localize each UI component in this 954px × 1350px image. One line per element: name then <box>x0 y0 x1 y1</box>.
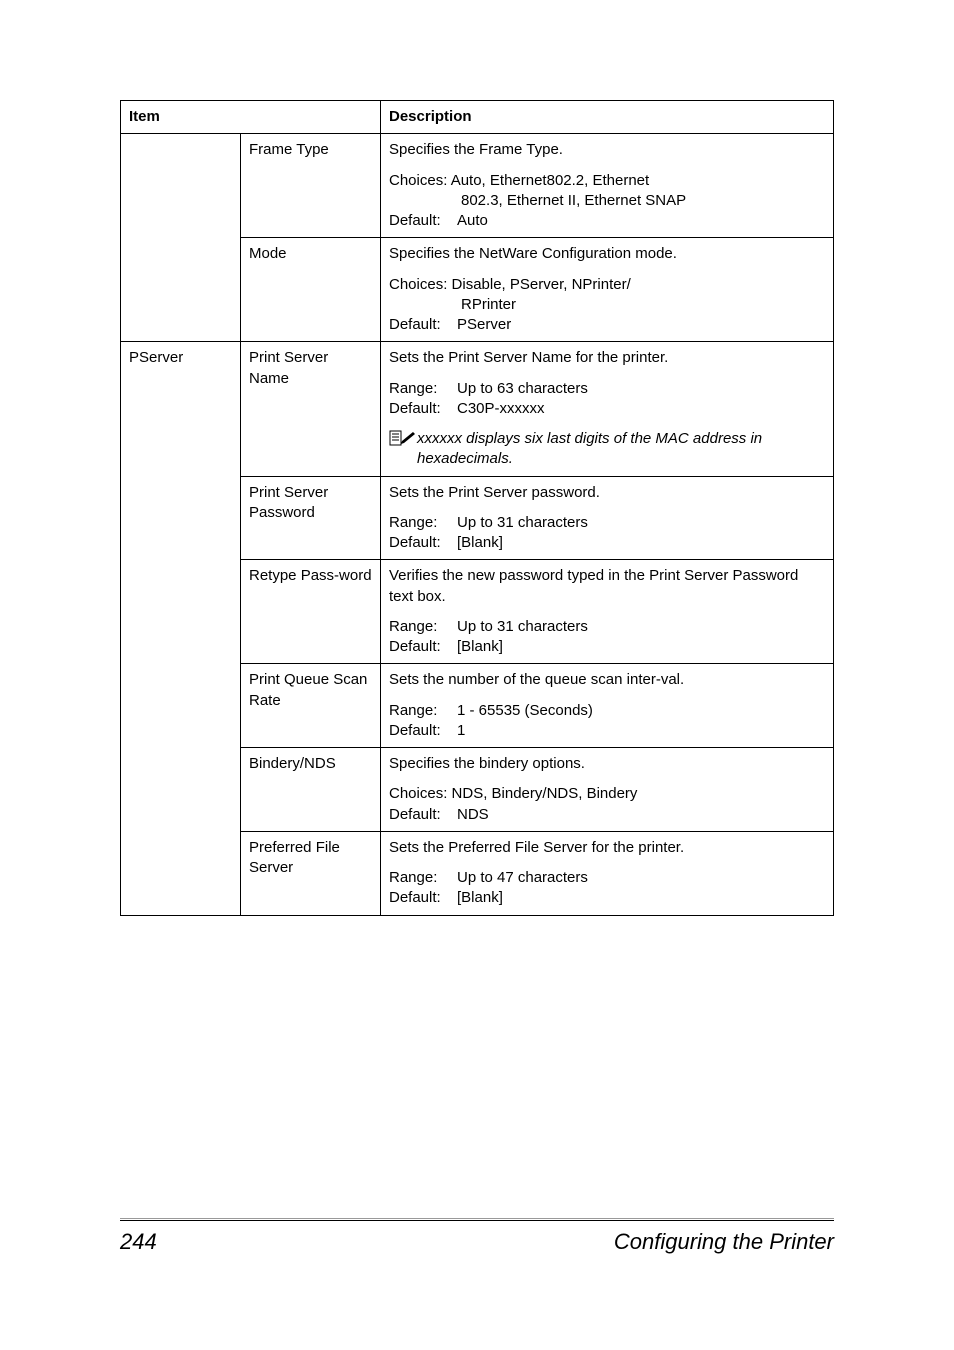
frame-type-choices: Choices: Auto, Ethernet802.2, Ethernet <box>389 171 825 191</box>
retype-password-label: Retype Pass-word <box>241 560 381 664</box>
psn-note: xxxxxx displays six last digits of the M… <box>417 429 825 470</box>
frame-type-desc: Specifies the Frame Type. Choices: Auto,… <box>381 134 834 238</box>
retype-password-desc: Verifies the new password typed in the P… <box>381 560 834 664</box>
bindery-nds-desc: Specifies the bindery options. Choices: … <box>381 748 834 832</box>
print-server-name-desc: Sets the Print Server Name for the print… <box>381 342 834 476</box>
frame-type-choices-c: 802.3, Ethernet II, Ethernet SNAP <box>389 191 825 211</box>
psp-range: Range:Up to 31 characters <box>389 513 825 533</box>
pqsr-range: Range:1 - 65535 (Seconds) <box>389 701 825 721</box>
print-server-name-label: Print Server Name <box>241 342 381 476</box>
psp-desc1: Sets the Print Server password. <box>389 483 825 503</box>
rpw-default: Default:[Blank] <box>389 637 825 657</box>
empty-group-cell <box>121 134 241 342</box>
psn-range: Range:Up to 63 characters <box>389 379 825 399</box>
print-queue-scan-rate-label: Print Queue Scan Rate <box>241 664 381 748</box>
bnds-choices: Choices: NDS, Bindery/NDS, Bindery <box>389 784 825 804</box>
mode-desc: Specifies the NetWare Configuration mode… <box>381 238 834 342</box>
psn-default: Default:C30P-xxxxxx <box>389 399 825 419</box>
pqsr-desc1: Sets the number of the queue scan inter-… <box>389 670 825 690</box>
pqsr-default: Default:1 <box>389 721 825 741</box>
print-queue-scan-rate-desc: Sets the number of the queue scan inter-… <box>381 664 834 748</box>
mode-choices-c: RPrinter <box>389 295 825 315</box>
mode-label: Mode <box>241 238 381 342</box>
header-description: Description <box>381 101 834 134</box>
frame-type-desc1: Specifies the Frame Type. <box>389 140 825 160</box>
print-server-password-label: Print Server Password <box>241 476 381 560</box>
mode-default: Default:PServer <box>389 315 825 335</box>
psp-default: Default:[Blank] <box>389 533 825 553</box>
preferred-file-server-desc: Sets the Preferred File Server for the p… <box>381 831 834 915</box>
bindery-nds-label: Bindery/NDS <box>241 748 381 832</box>
pfs-default: Default:[Blank] <box>389 888 825 908</box>
note-icon <box>389 429 415 447</box>
mode-choices: Choices: Disable, PServer, NPrinter/ <box>389 275 825 295</box>
pfs-desc1: Sets the Preferred File Server for the p… <box>389 838 825 858</box>
footer-hairline <box>120 1218 834 1219</box>
rpw-range: Range:Up to 31 characters <box>389 617 825 637</box>
page-number: 244 <box>120 1229 157 1255</box>
frame-type-default: Default:Auto <box>389 211 825 231</box>
bnds-default: Default:NDS <box>389 805 825 825</box>
page-footer: 244 Configuring the Printer <box>120 1220 834 1255</box>
pserver-group: PServer <box>121 342 241 915</box>
psn-desc1: Sets the Print Server Name for the print… <box>389 348 825 368</box>
print-server-password-desc: Sets the Print Server password. Range:Up… <box>381 476 834 560</box>
footer-title: Configuring the Printer <box>614 1229 834 1255</box>
rpw-desc1: Verifies the new password typed in the P… <box>389 566 825 607</box>
mode-desc1: Specifies the NetWare Configuration mode… <box>389 244 825 264</box>
header-item: Item <box>121 101 381 134</box>
pfs-range: Range:Up to 47 characters <box>389 868 825 888</box>
frame-type-label: Frame Type <box>241 134 381 238</box>
config-table: Item Description Frame Type Specifies th… <box>120 100 834 916</box>
preferred-file-server-label: Preferred File Server <box>241 831 381 915</box>
bnds-desc1: Specifies the bindery options. <box>389 754 825 774</box>
